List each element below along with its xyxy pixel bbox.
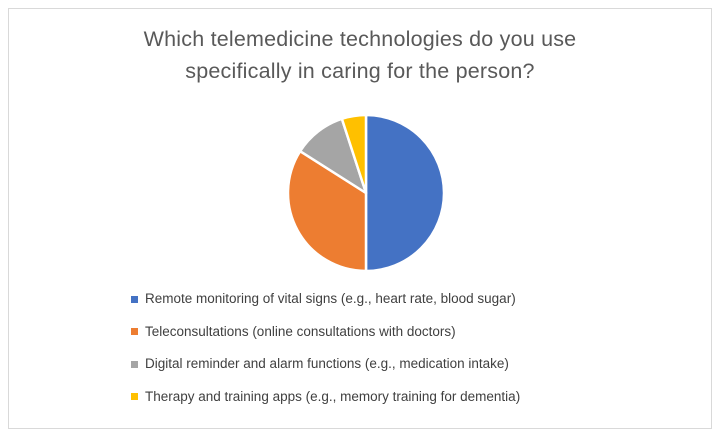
legend-item: Digital reminder and alarm functions (e.…	[131, 354, 520, 374]
legend-swatch-icon	[131, 328, 138, 335]
pie-slice-4	[340, 113, 368, 195]
legend-item: Remote monitoring of vital signs (e.g., …	[131, 289, 520, 309]
legend-label: Digital reminder and alarm functions (e.…	[145, 356, 509, 371]
legend-swatch-icon	[131, 360, 138, 368]
legend-label: Remote monitoring of vital signs (e.g., …	[145, 291, 516, 306]
legend-label: Therapy and training apps (e.g., memory …	[145, 388, 521, 404]
legend-swatch-icon	[131, 393, 138, 400]
legend-item: Therapy and training apps (e.g., memory …	[131, 387, 520, 407]
legend-label: Teleconsultations (online consultations …	[145, 323, 456, 339]
chart-title-line-2: specifically in caring for the person?	[185, 59, 535, 83]
chart-title-line-1: Which telemedicine technologies do you u…	[143, 27, 577, 51]
chart-border-frame: Which telemedicine technologies do you u…	[8, 8, 712, 429]
pie-slice-1	[364, 113, 446, 273]
chart-title: Which telemedicine technologies do you u…	[9, 23, 711, 87]
legend-swatch-icon	[131, 295, 138, 303]
legend-item: Teleconsultations (online consultations …	[131, 322, 520, 342]
pie-chart	[286, 113, 446, 273]
legend: Remote monitoring of vital signs (e.g., …	[131, 289, 520, 419]
